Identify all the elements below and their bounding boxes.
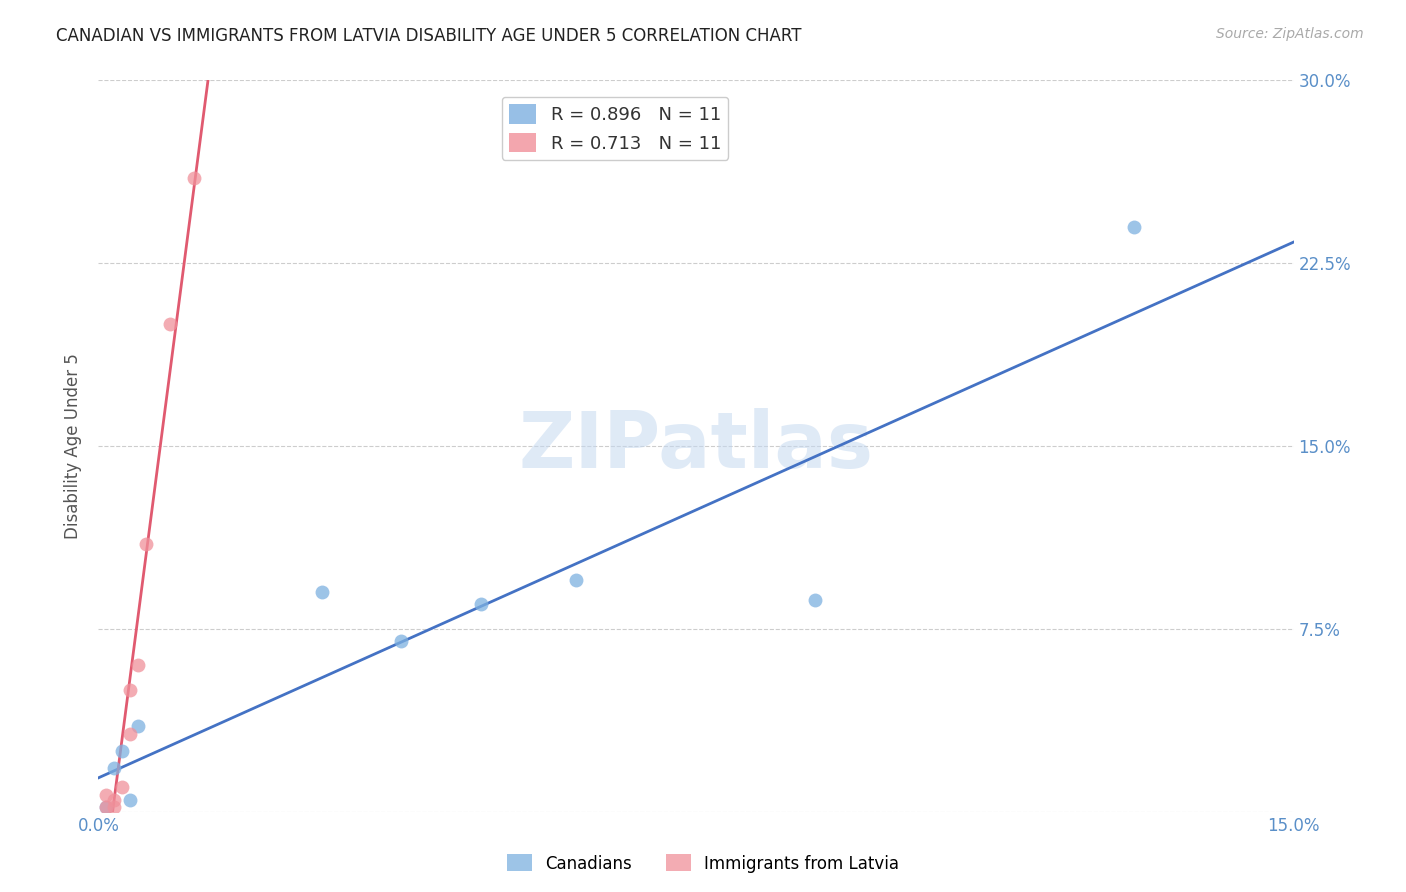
Point (159, 317, 181, 331)
Point (470, 598, 492, 612)
Point (1123, 219, 1146, 234)
Point (103, 761, 125, 775)
Point (127, 658, 149, 673)
Text: CANADIAN VS IMMIGRANTS FROM LATVIA DISABILITY AGE UNDER 5 CORRELATION CHART: CANADIAN VS IMMIGRANTS FROM LATVIA DISAB… (56, 27, 801, 45)
Y-axis label: Disability Age Under 5: Disability Age Under 5 (65, 353, 83, 539)
Point (103, 800, 125, 814)
Legend: R = 0.896   N = 11, R = 0.713   N = 11: R = 0.896 N = 11, R = 0.713 N = 11 (502, 96, 728, 160)
Point (111, 744, 134, 758)
Point (120, 792, 142, 806)
Point (127, 719, 149, 733)
Point (96, 788, 118, 802)
Text: Source: ZipAtlas.com: Source: ZipAtlas.com (1216, 27, 1364, 41)
Point (804, 592, 827, 607)
Point (135, 536, 157, 550)
Point (389, 634, 412, 648)
Point (120, 682, 142, 697)
Point (103, 792, 125, 806)
Point (111, 780, 134, 795)
Point (565, 573, 588, 587)
Text: ZIPatlas: ZIPatlas (519, 408, 873, 484)
Point (96, 800, 118, 814)
Legend: Canadians, Immigrants from Latvia: Canadians, Immigrants from Latvia (501, 847, 905, 880)
Point (311, 585, 333, 599)
Point (96, 800, 118, 814)
Point (183, 170, 205, 185)
Point (120, 727, 142, 741)
